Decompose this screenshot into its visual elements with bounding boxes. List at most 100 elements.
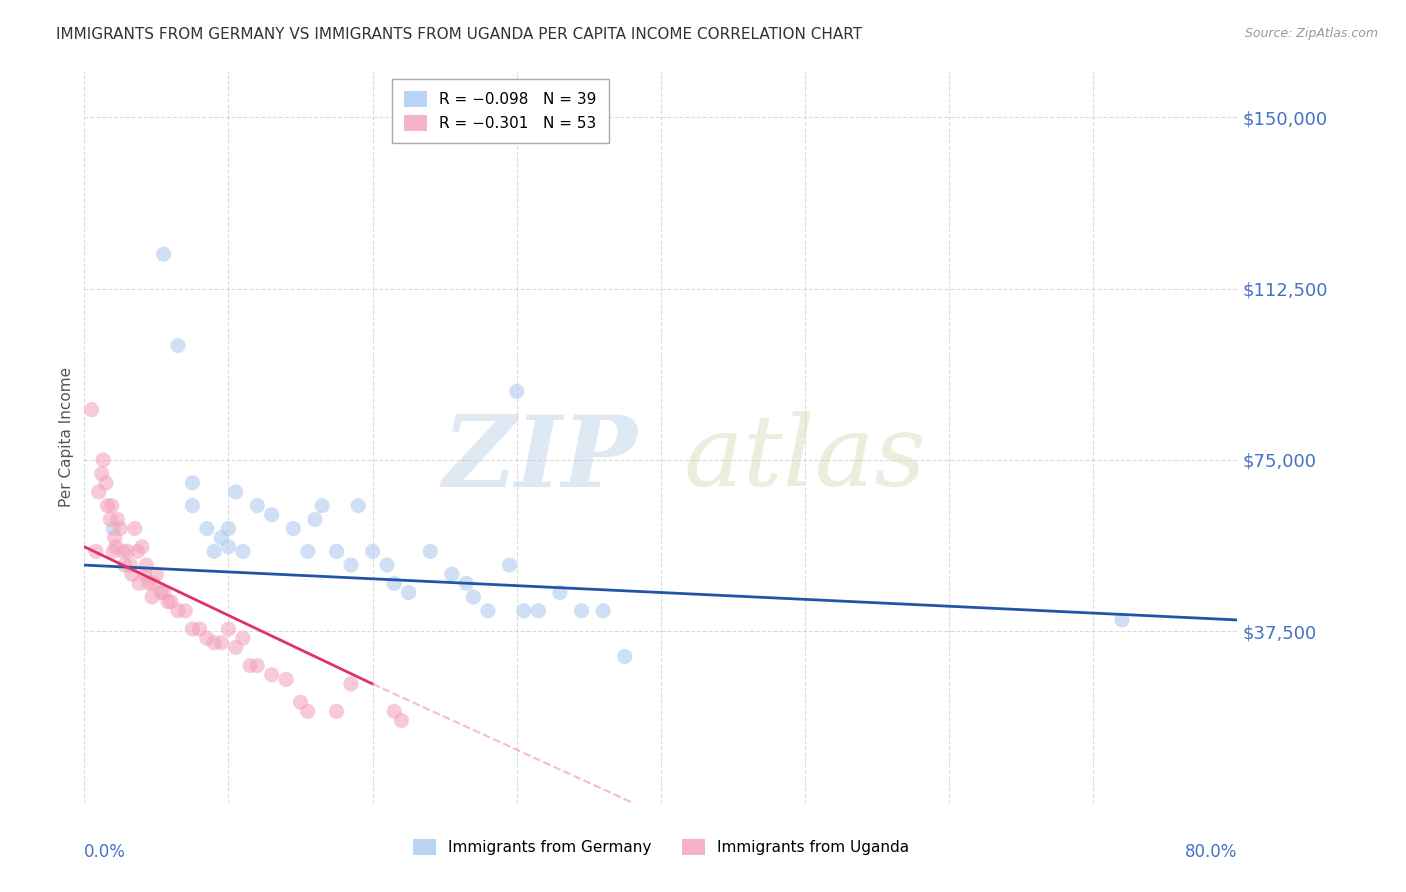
Point (276, 673, 298, 687)
Point (325, 705, 347, 719)
Point (167, 338, 190, 352)
Point (419, 544, 441, 558)
Point (382, 705, 405, 719)
Point (94, 475, 117, 490)
Point (571, 604, 593, 618)
Point (218, 540, 240, 554)
Text: IMMIGRANTS FROM GERMANY VS IMMIGRANTS FROM UGANDA PER CAPITA INCOME CORRELATION : IMMIGRANTS FROM GERMANY VS IMMIGRANTS FR… (56, 27, 862, 42)
Point (297, 544, 319, 558)
Point (290, 695, 312, 709)
Point (218, 521, 240, 535)
Point (209, 531, 232, 545)
Point (112, 544, 135, 558)
Point (1111, 613, 1133, 627)
Point (149, 585, 172, 599)
Point (232, 544, 254, 558)
Point (527, 604, 550, 618)
Point (440, 567, 463, 582)
Point (195, 521, 218, 535)
Point (181, 622, 204, 636)
Point (91, 453, 114, 467)
Y-axis label: Per Capita Income: Per Capita Income (59, 367, 75, 508)
Point (135, 558, 157, 573)
Point (283, 521, 305, 535)
Point (311, 499, 333, 513)
Point (90, 467, 112, 481)
Point (592, 604, 614, 618)
Point (340, 558, 363, 573)
Point (138, 576, 160, 591)
Point (134, 567, 156, 582)
Point (96, 499, 118, 513)
Point (128, 576, 150, 591)
Point (260, 508, 283, 522)
Text: Source: ZipAtlas.com: Source: ZipAtlas.com (1244, 27, 1378, 40)
Point (225, 484, 247, 499)
Point (548, 585, 571, 599)
Point (375, 558, 398, 573)
Point (80, 402, 103, 417)
Point (325, 544, 347, 558)
Legend: Immigrants from Germany, Immigrants from Uganda: Immigrants from Germany, Immigrants from… (406, 833, 915, 861)
Point (506, 384, 529, 399)
Point (181, 475, 204, 490)
Point (232, 632, 254, 646)
Point (513, 604, 536, 618)
Text: 0.0%: 0.0% (84, 843, 127, 861)
Point (142, 576, 165, 591)
Point (181, 499, 204, 513)
Point (120, 558, 142, 573)
Point (121, 567, 143, 582)
Point (498, 558, 520, 573)
Point (104, 531, 127, 545)
Point (124, 521, 146, 535)
Point (456, 576, 478, 591)
Text: atlas: atlas (683, 411, 927, 507)
Point (105, 540, 128, 554)
Point (209, 636, 232, 650)
Point (145, 567, 167, 582)
Point (156, 594, 179, 608)
Point (160, 594, 183, 608)
Point (260, 667, 283, 681)
Point (103, 521, 124, 535)
Point (347, 499, 370, 513)
Point (141, 590, 163, 604)
Text: ZIP: ZIP (443, 411, 638, 508)
Point (340, 677, 363, 691)
Point (114, 558, 136, 573)
Point (107, 512, 129, 526)
Point (246, 499, 269, 513)
Point (202, 544, 225, 558)
Point (167, 604, 190, 618)
Point (218, 622, 240, 636)
Point (477, 604, 499, 618)
Point (361, 544, 384, 558)
Point (127, 544, 149, 558)
Point (100, 499, 122, 513)
Point (382, 576, 405, 591)
Point (246, 658, 269, 673)
Point (87, 484, 110, 499)
Point (103, 544, 124, 558)
Point (152, 247, 174, 261)
Point (463, 590, 485, 604)
Point (174, 604, 197, 618)
Point (117, 544, 139, 558)
Point (391, 714, 413, 728)
Point (239, 658, 262, 673)
Point (304, 512, 326, 526)
Point (188, 622, 211, 636)
Point (613, 649, 636, 664)
Point (195, 632, 218, 646)
Point (98, 512, 121, 526)
Text: 80.0%: 80.0% (1185, 843, 1237, 861)
Point (84, 544, 107, 558)
Point (398, 585, 420, 599)
Point (110, 521, 132, 535)
Point (131, 540, 153, 554)
Point (152, 585, 174, 599)
Point (225, 640, 247, 655)
Point (202, 636, 225, 650)
Point (297, 705, 319, 719)
